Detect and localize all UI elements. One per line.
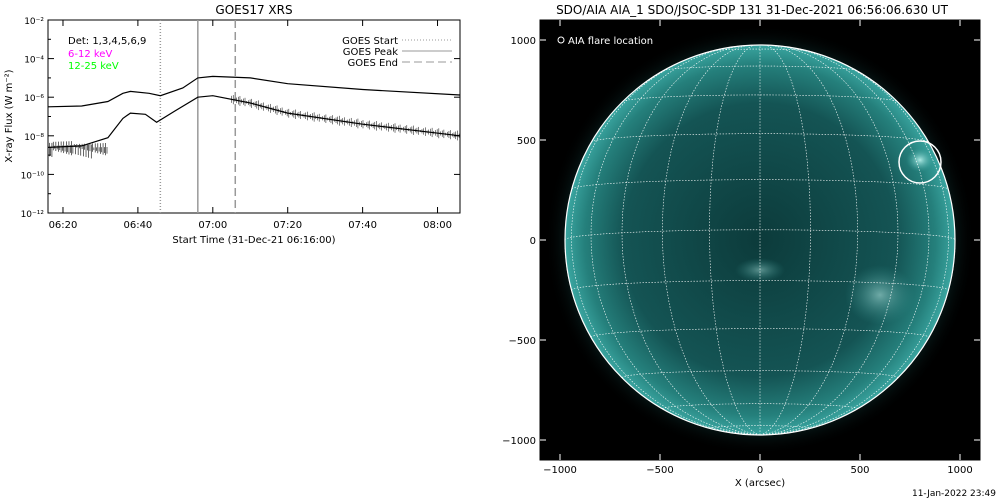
goes-low-band-curve xyxy=(47,75,461,108)
legend-goes-start-label: GOES Start xyxy=(342,36,398,47)
grid-line xyxy=(621,45,761,436)
grid-line xyxy=(571,179,949,190)
active-region-center xyxy=(735,258,785,282)
aia-x-tick-label: 500 xyxy=(850,465,869,476)
goes-x-tick-label: 07:20 xyxy=(273,220,302,231)
grid-line xyxy=(759,45,930,436)
goes-y-axis-label: X-ray Flux (W m⁻²) xyxy=(4,69,15,162)
grid-line xyxy=(759,44,811,436)
aia-title: SDO/AIA AIA_1 SDO/JSOC-SDP 131 31-Dec-20… xyxy=(556,3,949,17)
aia-y-tick-label: 1000 xyxy=(511,36,536,47)
grid-line xyxy=(621,370,899,378)
goes-xrs-chart: GOES17 XRS 10⁻¹² 10⁻¹⁰ 10⁻⁸ 10⁻⁶ 10⁻⁴ 10⁻² 06… xyxy=(4,3,461,246)
aia-x-tick-label: −1000 xyxy=(543,465,577,476)
grid-line xyxy=(759,48,949,436)
grid-line xyxy=(622,94,898,102)
grid-line xyxy=(590,45,761,436)
goes-high-band-noise xyxy=(47,95,460,159)
goes-x-tick-label: 07:00 xyxy=(198,220,227,231)
grid-line xyxy=(571,280,949,291)
goes-chart-title: GOES17 XRS xyxy=(215,3,292,17)
goes-y-tick-label: 10⁻¹⁰ xyxy=(21,171,45,181)
aia-x-tick-label: −500 xyxy=(646,465,673,476)
flare-legend-symbol xyxy=(557,36,565,44)
band-high-annotation: 12-25 keV xyxy=(68,61,119,72)
goes-y-tick-label: 10⁻² xyxy=(24,17,44,27)
grid-line xyxy=(759,45,899,436)
grid-line xyxy=(590,328,930,338)
flare-legend-label: AIA flare location xyxy=(568,36,653,47)
goes-x-tick-label: 06:20 xyxy=(49,220,78,231)
aia-y-tick-label: 0 xyxy=(530,236,536,247)
aia-x-tick-label: 1000 xyxy=(947,465,972,476)
grid-line xyxy=(662,65,858,71)
band-low-annotation: 6-12 keV xyxy=(68,49,112,60)
grid-line xyxy=(662,44,761,436)
grid-line xyxy=(591,133,929,143)
grid-line xyxy=(709,44,761,436)
detector-annotation: Det: 1,3,4,5,6,9 xyxy=(68,36,146,47)
goes-y-tick-label: 10⁻⁶ xyxy=(24,94,44,104)
aia-y-tick-label: 500 xyxy=(517,136,536,147)
grid-line xyxy=(571,48,761,436)
solar-limb xyxy=(564,44,956,436)
goes-y-tick-label: 10⁻¹² xyxy=(21,210,45,220)
goes-y-tick-label: 10⁻⁸ xyxy=(24,133,44,143)
grid-line xyxy=(759,44,858,436)
goes-y-tick-label: 10⁻⁴ xyxy=(24,56,44,66)
grid-line xyxy=(710,48,810,52)
aia-x-axis-label: X (arcsec) xyxy=(735,478,785,489)
footer-timestamp: 11-Jan-2022 23:49 xyxy=(912,489,996,499)
active-region-west xyxy=(845,265,915,325)
aia-x-tick-label: 0 xyxy=(757,465,763,476)
heliographic-grid xyxy=(564,44,956,436)
grid-line xyxy=(709,425,811,429)
aia-y-tick-label: −1000 xyxy=(502,436,536,447)
legend-goes-peak-label: GOES Peak xyxy=(343,47,398,58)
goes-x-tick-label: 07:40 xyxy=(348,220,377,231)
grid-line xyxy=(564,229,956,241)
active-region-flare xyxy=(906,148,934,172)
aia-y-tick-label: −500 xyxy=(509,336,536,347)
goes-high-band-curve xyxy=(47,95,461,148)
flare-location-marker xyxy=(898,140,942,184)
goes-x-axis-label: Start Time (31-Dec-21 06:16:00) xyxy=(172,235,335,246)
legend-goes-end-label: GOES End xyxy=(348,58,398,69)
goes-x-tick-label: 06:40 xyxy=(123,220,152,231)
goes-x-tick-label: 08:00 xyxy=(423,220,452,231)
solar-disk xyxy=(565,45,955,435)
goes-legend: GOES Start GOES Peak GOES End xyxy=(342,36,452,69)
